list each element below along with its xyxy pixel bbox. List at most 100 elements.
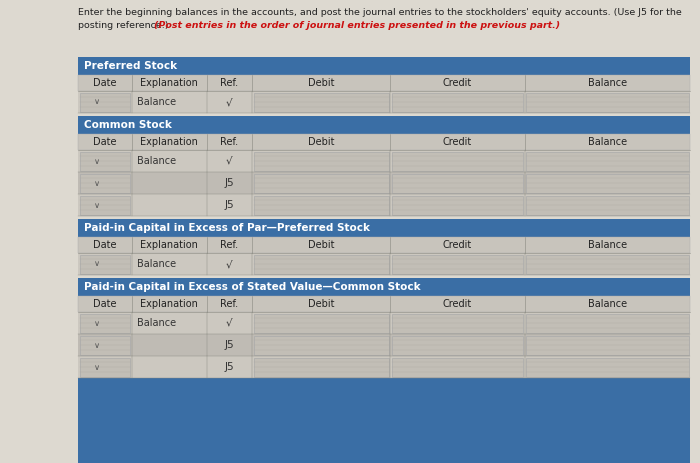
Bar bbox=[78, 116, 690, 134]
Bar bbox=[78, 219, 690, 237]
Bar bbox=[391, 195, 524, 214]
Bar bbox=[78, 194, 690, 216]
Bar bbox=[254, 93, 388, 112]
Bar bbox=[78, 134, 690, 150]
Text: Balance: Balance bbox=[137, 318, 176, 328]
Text: Explanation: Explanation bbox=[140, 299, 198, 309]
Text: ∨: ∨ bbox=[94, 200, 100, 209]
Text: Balance: Balance bbox=[137, 156, 176, 166]
Text: Enter the beginning balances in the accounts, and post the journal entries to th: Enter the beginning balances in the acco… bbox=[78, 8, 682, 17]
Text: Explanation: Explanation bbox=[140, 137, 198, 147]
Bar bbox=[254, 255, 388, 274]
Bar bbox=[391, 255, 524, 274]
Text: ∨: ∨ bbox=[94, 340, 100, 350]
Bar bbox=[78, 150, 690, 172]
Text: Date: Date bbox=[93, 299, 117, 309]
Bar bbox=[526, 93, 689, 112]
Bar bbox=[78, 237, 690, 253]
Bar bbox=[526, 174, 689, 193]
Text: (Post entries in the order of journal entries presented in the previous part.): (Post entries in the order of journal en… bbox=[153, 21, 560, 30]
Text: √: √ bbox=[226, 97, 233, 107]
Bar bbox=[80, 195, 130, 214]
Text: Ref.: Ref. bbox=[220, 78, 239, 88]
Text: Paid-in Capital in Excess of Par—Preferred Stock: Paid-in Capital in Excess of Par—Preferr… bbox=[84, 223, 370, 233]
Bar bbox=[80, 255, 130, 274]
Text: Ref.: Ref. bbox=[220, 299, 239, 309]
Bar bbox=[526, 357, 689, 376]
Text: Common Stock: Common Stock bbox=[84, 120, 172, 130]
Text: J5: J5 bbox=[225, 362, 235, 372]
Bar bbox=[391, 357, 524, 376]
Bar bbox=[78, 57, 690, 75]
Text: Balance: Balance bbox=[588, 78, 627, 88]
Bar bbox=[254, 174, 388, 193]
Text: ∨: ∨ bbox=[94, 259, 100, 269]
Bar bbox=[391, 174, 524, 193]
Text: ∨: ∨ bbox=[94, 363, 100, 371]
Text: J5: J5 bbox=[225, 340, 235, 350]
Text: ∨: ∨ bbox=[94, 98, 100, 106]
Text: Balance: Balance bbox=[588, 299, 627, 309]
Bar bbox=[526, 336, 689, 355]
Bar bbox=[254, 336, 388, 355]
Text: Balance: Balance bbox=[137, 97, 176, 107]
Text: Credit: Credit bbox=[443, 78, 472, 88]
Text: Credit: Credit bbox=[443, 299, 472, 309]
Text: Balance: Balance bbox=[588, 137, 627, 147]
Bar bbox=[80, 357, 130, 376]
Bar bbox=[526, 151, 689, 170]
Bar bbox=[78, 253, 690, 275]
Text: ∨: ∨ bbox=[94, 179, 100, 188]
Text: Explanation: Explanation bbox=[140, 78, 198, 88]
Bar bbox=[254, 313, 388, 332]
Text: Balance: Balance bbox=[137, 259, 176, 269]
Text: ∨: ∨ bbox=[94, 156, 100, 165]
Text: Balance: Balance bbox=[588, 240, 627, 250]
Text: Explanation: Explanation bbox=[140, 240, 198, 250]
Bar bbox=[78, 91, 690, 113]
Bar bbox=[78, 75, 690, 91]
Bar bbox=[391, 93, 524, 112]
Bar bbox=[78, 278, 690, 296]
Bar bbox=[254, 195, 388, 214]
Text: Debit: Debit bbox=[308, 78, 335, 88]
Bar bbox=[78, 334, 690, 356]
Text: Date: Date bbox=[93, 137, 117, 147]
Bar bbox=[80, 93, 130, 112]
Bar bbox=[254, 151, 388, 170]
Text: Date: Date bbox=[93, 240, 117, 250]
Text: J5: J5 bbox=[225, 200, 235, 210]
Text: Credit: Credit bbox=[443, 137, 472, 147]
Bar bbox=[80, 313, 130, 332]
Bar bbox=[526, 255, 689, 274]
Text: Debit: Debit bbox=[308, 137, 335, 147]
Text: Paid-in Capital in Excess of Stated Value—Common Stock: Paid-in Capital in Excess of Stated Valu… bbox=[84, 282, 421, 292]
Bar bbox=[526, 195, 689, 214]
Text: Debit: Debit bbox=[308, 240, 335, 250]
Bar bbox=[391, 336, 524, 355]
Bar bbox=[391, 313, 524, 332]
Bar bbox=[80, 151, 130, 170]
Text: Date: Date bbox=[93, 78, 117, 88]
Text: Ref.: Ref. bbox=[220, 240, 239, 250]
Text: Preferred Stock: Preferred Stock bbox=[84, 61, 177, 71]
Bar bbox=[80, 174, 130, 193]
Text: Ref.: Ref. bbox=[220, 137, 239, 147]
Bar bbox=[78, 312, 690, 334]
Text: J5: J5 bbox=[225, 178, 235, 188]
Bar bbox=[78, 356, 690, 378]
Text: ∨: ∨ bbox=[94, 319, 100, 327]
Bar bbox=[80, 336, 130, 355]
Bar bbox=[391, 151, 524, 170]
Bar bbox=[78, 172, 690, 194]
Text: √: √ bbox=[226, 318, 233, 328]
Text: √: √ bbox=[226, 259, 233, 269]
Text: Credit: Credit bbox=[443, 240, 472, 250]
Bar bbox=[78, 378, 690, 463]
Text: posting reference.): posting reference.) bbox=[78, 21, 172, 30]
Bar bbox=[526, 313, 689, 332]
Bar bbox=[78, 296, 690, 312]
Bar bbox=[254, 357, 388, 376]
Text: √: √ bbox=[226, 156, 233, 166]
Text: Debit: Debit bbox=[308, 299, 335, 309]
